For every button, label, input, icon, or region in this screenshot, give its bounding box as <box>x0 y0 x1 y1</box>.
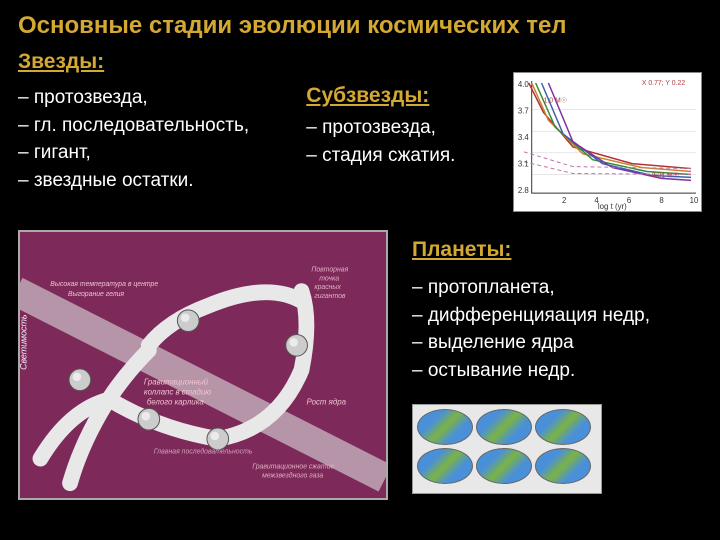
svg-text:Высокая температура в центре: Высокая температура в центре <box>50 281 158 288</box>
mini-map <box>417 409 473 445</box>
main-title: Основные стадии эволюции космических тел <box>18 12 702 40</box>
planets-block: Планеты: – протопланета, – дифференцияац… <box>412 238 650 500</box>
svg-text:Гравитационный: Гравитационный <box>144 378 209 387</box>
svg-text:3.7: 3.7 <box>518 106 529 115</box>
svg-text:3.4: 3.4 <box>518 133 530 142</box>
svg-text:красных: красных <box>314 284 341 291</box>
svg-text:Светимость: Светимость <box>20 314 29 370</box>
mini-map <box>417 448 473 484</box>
mini-map <box>535 409 591 445</box>
stars-heading: Звезды: <box>18 50 702 74</box>
svg-text:гигантов: гигантов <box>314 293 346 300</box>
row-diagram-planets: Светимость Гравитационныйколлапс в стадию… <box>18 230 702 500</box>
list-item: – остывание недр. <box>412 357 650 385</box>
list-item: – стадия сжатия. <box>306 142 505 170</box>
svg-text:8: 8 <box>659 196 664 205</box>
svg-text:4.0: 4.0 <box>518 80 530 89</box>
svg-text:межзвездного газа: межзвездного газа <box>262 471 323 479</box>
list-item: – звездные остатки. <box>18 167 306 195</box>
list-item: – дифференцияация недр, <box>412 302 650 330</box>
svg-text:2.8: 2.8 <box>518 186 530 195</box>
svg-text:белого карлика: белого карлика <box>147 397 205 406</box>
row-stars-substars: – протозвезда, – гл. последовательность,… <box>18 84 702 212</box>
mini-map <box>476 448 532 484</box>
svg-text:Главная последовательность: Главная последовательность <box>154 448 253 456</box>
svg-text:log t (yr): log t (yr) <box>598 202 627 211</box>
list-item: – протозвезда, <box>306 114 505 142</box>
world-maps-image <box>412 404 602 494</box>
mini-map <box>476 409 532 445</box>
hr-diagram: Светимость Гравитационныйколлапс в стадию… <box>18 230 388 500</box>
list-item: – протопланета, <box>412 274 650 302</box>
svg-text:1.0 M☉: 1.0 M☉ <box>544 97 567 105</box>
list-item: – гл. последовательность, <box>18 112 306 140</box>
stars-list: – протозвезда, – гл. последовательность,… <box>18 84 306 194</box>
svg-text:Гравитационное сжатие: Гравитационное сжатие <box>252 463 334 470</box>
svg-text:6: 6 <box>627 196 632 205</box>
svg-text:Повторная: Повторная <box>311 266 348 273</box>
svg-text:X 0.77; Y 0.22: X 0.77; Y 0.22 <box>642 80 686 87</box>
list-item: – выделение ядра <box>412 329 650 357</box>
svg-text:2: 2 <box>562 196 566 205</box>
svg-text:Рост ядра: Рост ядра <box>306 397 346 406</box>
svg-text:10: 10 <box>690 196 699 205</box>
substars-heading: Субзвезды: <box>306 84 505 108</box>
mini-map <box>535 448 591 484</box>
svg-text:0.01 M☉: 0.01 M☉ <box>652 171 679 179</box>
svg-text:точка: точка <box>319 275 339 282</box>
svg-text:Выгорание гелия: Выгорание гелия <box>68 291 124 298</box>
list-item: – протозвезда, <box>18 84 306 112</box>
svg-text:3.1: 3.1 <box>518 160 529 169</box>
list-item: – гигант, <box>18 139 306 167</box>
planets-heading: Планеты: <box>412 238 650 262</box>
substars-block: Субзвезды: – протозвезда, – стадия сжати… <box>306 84 505 169</box>
svg-text:коллапс в стадию: коллапс в стадию <box>144 388 211 397</box>
decay-chart: 2468102.83.13.43.74.0log t (yr)X 0.77; Y… <box>513 72 702 212</box>
